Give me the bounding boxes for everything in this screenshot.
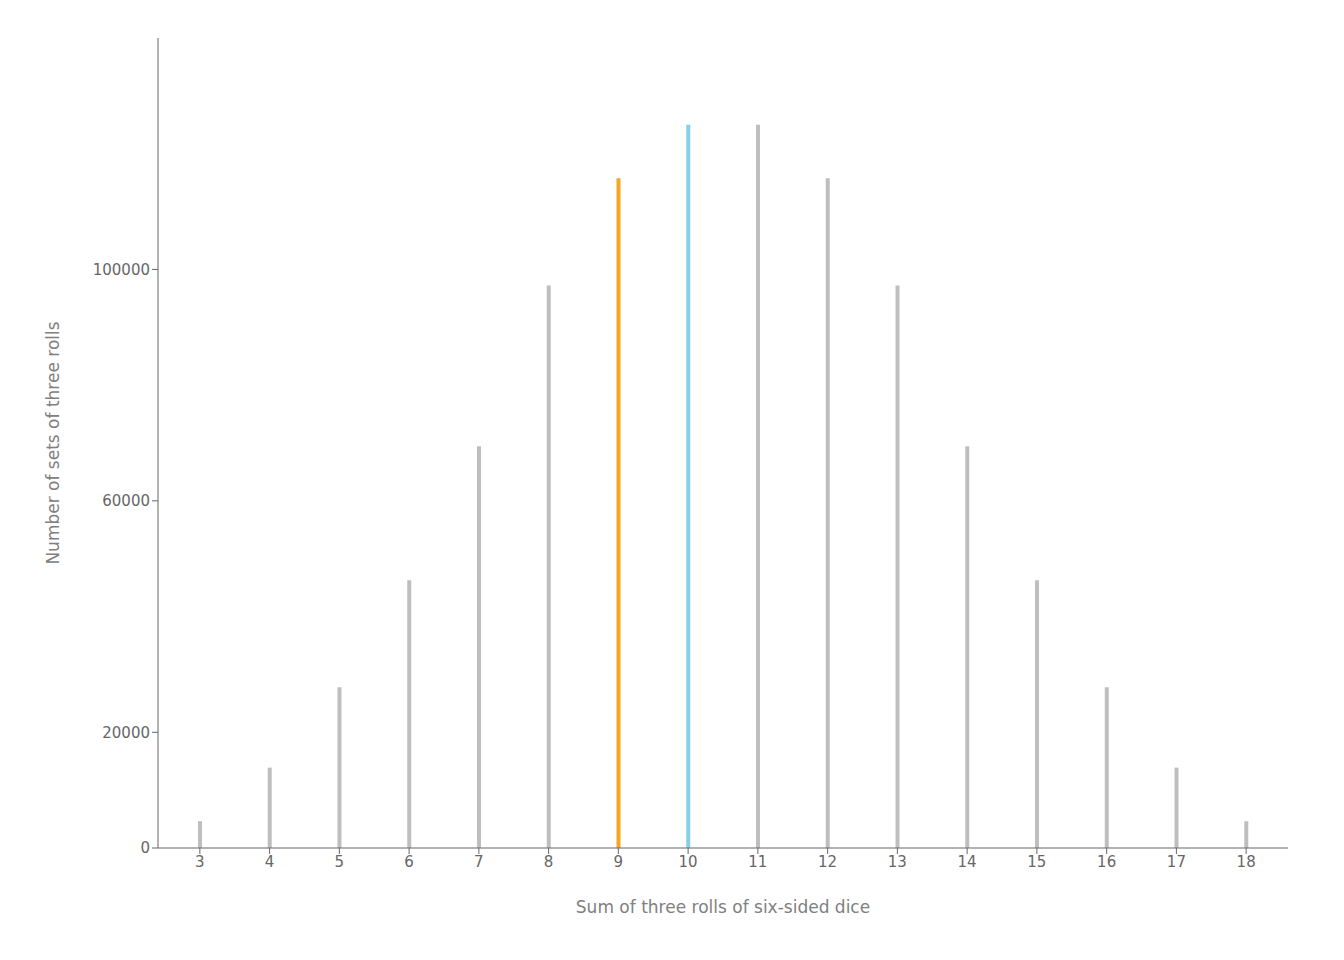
svg-text:11: 11 <box>748 853 767 871</box>
svg-text:15: 15 <box>1027 853 1046 871</box>
svg-text:16: 16 <box>1097 853 1116 871</box>
svg-text:100000: 100000 <box>93 261 150 279</box>
svg-text:12: 12 <box>818 853 837 871</box>
svg-text:13: 13 <box>888 853 907 871</box>
svg-text:5: 5 <box>335 853 345 871</box>
svg-text:17: 17 <box>1167 853 1186 871</box>
svg-text:60000: 60000 <box>102 492 150 510</box>
svg-text:8: 8 <box>544 853 554 871</box>
svg-text:Sum of three rolls of six-side: Sum of three rolls of six-sided dice <box>576 897 870 917</box>
svg-text:4: 4 <box>265 853 275 871</box>
svg-text:10: 10 <box>679 853 698 871</box>
svg-text:9: 9 <box>614 853 624 871</box>
svg-text:20000: 20000 <box>102 724 150 742</box>
svg-text:14: 14 <box>958 853 977 871</box>
svg-text:Number of sets of three rolls: Number of sets of three rolls <box>43 321 63 564</box>
svg-text:3: 3 <box>195 853 205 871</box>
svg-text:18: 18 <box>1237 853 1256 871</box>
svg-text:0: 0 <box>140 839 150 857</box>
svg-text:7: 7 <box>474 853 484 871</box>
svg-text:6: 6 <box>404 853 414 871</box>
